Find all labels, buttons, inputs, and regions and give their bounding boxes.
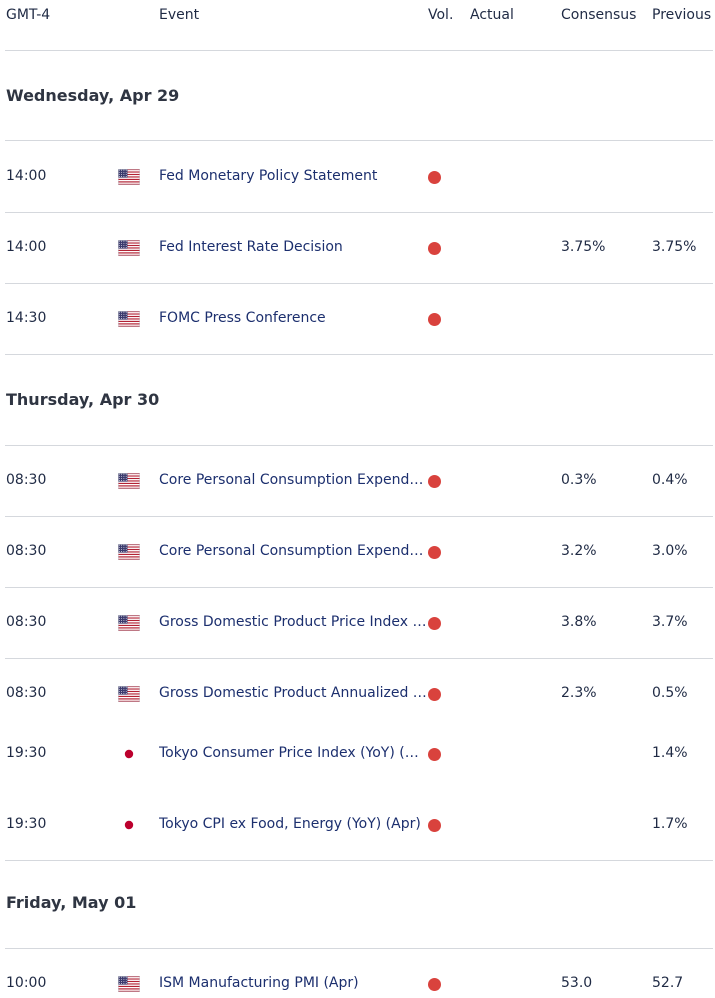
event-time: 19:30 (6, 816, 47, 832)
table-row[interactable]: 08:30 Gross Domestic Product Price Index … (0, 614, 715, 634)
consensus-value: 2.3% (561, 685, 597, 701)
us-flag-icon (118, 240, 140, 256)
high-volatility-dot-icon (428, 171, 441, 184)
timezone-header[interactable]: GMT-4 (6, 7, 51, 23)
volatility-header: Vol. (428, 7, 454, 23)
event-name-link[interactable]: Gross Domestic Product Annualized (Q1) (159, 685, 427, 701)
event-time: 08:30 (6, 614, 47, 630)
event-time: 08:30 (6, 543, 47, 559)
day-heading: Thursday, Apr 30 (6, 390, 160, 409)
jp-flag-icon (118, 746, 140, 762)
row-divider (5, 948, 713, 949)
event-time: 08:30 (6, 685, 47, 701)
high-volatility-dot-icon (428, 313, 441, 326)
previous-value: 3.7% (652, 614, 688, 630)
us-flag-icon (118, 169, 140, 185)
consensus-value: 3.8% (561, 614, 597, 630)
event-name-link[interactable]: Tokyo CPI ex Food, Energy (YoY) (Apr) (159, 816, 421, 832)
event-name-link[interactable]: FOMC Press Conference (159, 310, 326, 326)
row-divider (5, 140, 713, 141)
high-volatility-dot-icon (428, 546, 441, 559)
row-divider (5, 516, 713, 517)
us-flag-icon (118, 976, 140, 992)
event-name-link[interactable]: ISM Manufacturing PMI (Apr) (159, 975, 359, 991)
event-name-link[interactable]: Core Personal Consumption Expenditures (159, 472, 427, 488)
event-time: 10:00 (6, 975, 47, 991)
table-row[interactable]: 08:30 Core Personal Consumption Expenditu… (0, 543, 715, 563)
consensus-value: 53.0 (561, 975, 593, 991)
row-divider (5, 50, 713, 51)
table-row[interactable]: 08:30 Gross Domestic Product Annualized (… (0, 685, 715, 705)
consensus-header: Consensus (561, 7, 637, 23)
consensus-value: 3.75% (561, 239, 606, 255)
high-volatility-dot-icon (428, 748, 441, 761)
event-time: 19:30 (6, 745, 47, 761)
previous-value: 0.5% (652, 685, 688, 701)
us-flag-icon (118, 686, 140, 702)
event-time: 14:00 (6, 239, 47, 255)
high-volatility-dot-icon (428, 617, 441, 630)
actual-header: Actual (470, 7, 514, 23)
previous-value: 0.4% (652, 472, 688, 488)
jp-flag-icon (118, 817, 140, 833)
high-volatility-dot-icon (428, 819, 441, 832)
high-volatility-dot-icon (428, 242, 441, 255)
event-time: 14:00 (6, 168, 47, 184)
table-header: GMT-4 Event Vol. Actual Consensus Previo… (0, 0, 715, 30)
row-divider (5, 283, 713, 284)
table-row[interactable]: 19:30 Tokyo Consumer Price Index (YoY) (A… (0, 745, 715, 765)
row-divider (5, 587, 713, 588)
previous-value: 52.7 (652, 975, 684, 991)
day-heading: Friday, May 01 (6, 893, 137, 912)
high-volatility-dot-icon (428, 475, 441, 488)
row-divider (5, 445, 713, 446)
previous-header: Previous (652, 7, 712, 23)
table-row[interactable]: 10:00 ISM Manufacturing PMI (Apr) 53.0 52.7 (0, 975, 715, 995)
event-time: 08:30 (6, 472, 47, 488)
table-row[interactable]: 14:30 FOMC Press Conference (0, 310, 715, 330)
day-heading: Wednesday, Apr 29 (6, 86, 180, 105)
previous-value: 3.0% (652, 543, 688, 559)
event-name-link[interactable]: Gross Domestic Product Price Index (QoQ) (159, 614, 427, 630)
us-flag-icon (118, 615, 140, 631)
event-header: Event (159, 7, 200, 23)
previous-value: 1.4% (652, 745, 688, 761)
us-flag-icon (118, 473, 140, 489)
high-volatility-dot-icon (428, 978, 441, 991)
table-row[interactable]: 08:30 Core Personal Consumption Expenditu… (0, 472, 715, 492)
table-row[interactable]: 14:00 Fed Interest Rate Decision 3.75% 3.75… (0, 239, 715, 259)
us-flag-icon (118, 544, 140, 560)
previous-value: 3.75% (652, 239, 697, 255)
consensus-value: 0.3% (561, 472, 597, 488)
event-name-link[interactable]: Fed Monetary Policy Statement (159, 168, 378, 184)
row-divider (5, 212, 713, 213)
us-flag-icon (118, 311, 140, 327)
event-name-link[interactable]: Tokyo Consumer Price Index (YoY) (Apr) (159, 745, 427, 761)
high-volatility-dot-icon (428, 688, 441, 701)
event-name-link[interactable]: Core Personal Consumption Expenditures (159, 543, 427, 559)
event-time: 14:30 (6, 310, 47, 326)
row-divider (5, 354, 713, 355)
previous-value: 1.7% (652, 816, 688, 832)
table-row[interactable]: 14:00 Fed Monetary Policy Statement (0, 168, 715, 188)
row-divider (5, 860, 713, 861)
event-name-link[interactable]: Fed Interest Rate Decision (159, 239, 343, 255)
row-divider (5, 658, 713, 659)
consensus-value: 3.2% (561, 543, 597, 559)
table-row[interactable]: 19:30 Tokyo CPI ex Food, Energy (YoY) (Ap… (0, 816, 715, 836)
